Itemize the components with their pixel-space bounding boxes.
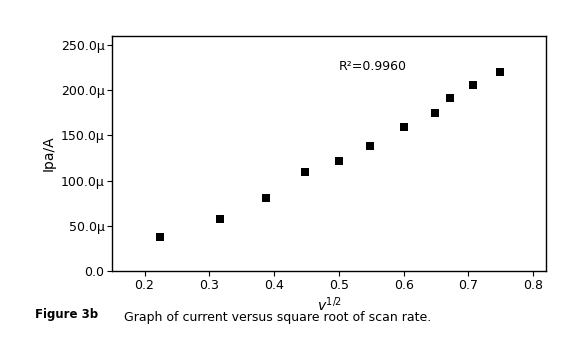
Point <box>469 82 478 87</box>
Point <box>430 110 439 116</box>
Point <box>334 158 343 164</box>
Y-axis label: Ipa/A: Ipa/A <box>41 136 55 171</box>
Point <box>215 216 224 221</box>
Point <box>365 143 374 149</box>
Text: Figure 3b: Figure 3b <box>35 308 98 321</box>
Text: Graph of current versus square root of scan rate.: Graph of current versus square root of s… <box>124 311 431 324</box>
Point <box>261 195 270 201</box>
Point <box>445 96 454 101</box>
Point <box>300 169 309 174</box>
X-axis label: $v^{1/2}$: $v^{1/2}$ <box>317 296 342 315</box>
Point <box>399 125 408 130</box>
Point <box>155 234 164 239</box>
Point <box>495 69 504 75</box>
Text: R²=0.9960: R²=0.9960 <box>339 60 407 73</box>
